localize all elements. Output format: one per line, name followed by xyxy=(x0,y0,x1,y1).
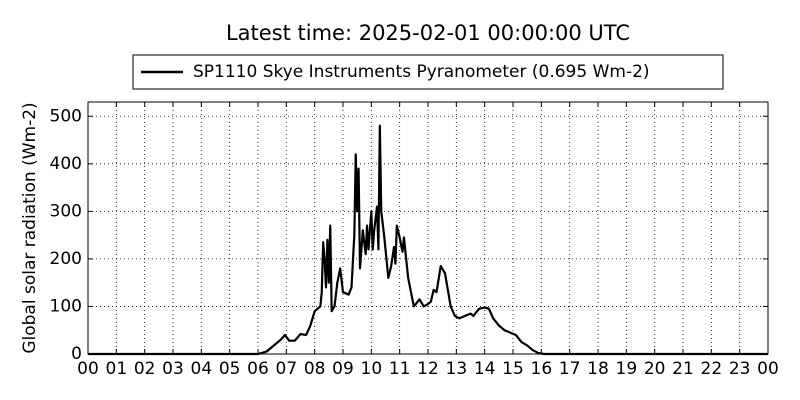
x-tick-label: 12 xyxy=(417,359,439,379)
plot-frame xyxy=(87,101,769,355)
x-tick-label: 02 xyxy=(134,359,156,379)
x-tick-label: 13 xyxy=(446,359,468,379)
x-tick-label: 08 xyxy=(304,359,326,379)
x-tick-label: 09 xyxy=(332,359,354,379)
x-tick-label: 00 xyxy=(77,359,99,379)
y-tick-label: 300 xyxy=(50,201,82,221)
chart-title: Latest time: 2025-02-01 00:00:00 UTC xyxy=(226,21,630,45)
x-tick-label: 05 xyxy=(219,359,241,379)
y-tick-label: 500 xyxy=(50,106,82,126)
y-tick-label: 0 xyxy=(71,344,82,364)
legend-box xyxy=(132,54,724,90)
x-tick-label: 14 xyxy=(474,359,496,379)
y-tick-label: 400 xyxy=(50,154,82,174)
x-tick-label: 20 xyxy=(644,359,666,379)
x-tick-label: 19 xyxy=(616,359,638,379)
x-tick-label: 07 xyxy=(276,359,298,379)
x-tick-label: 01 xyxy=(106,359,128,379)
x-tick-label: 16 xyxy=(531,359,553,379)
x-tick-label: 23 xyxy=(729,359,751,379)
y-tick-label: 100 xyxy=(50,296,82,316)
legend-label: SP1110 Skye Instruments Pyranometer (0.6… xyxy=(193,62,650,82)
data-line xyxy=(88,124,768,356)
y-tick-label: 200 xyxy=(50,249,82,269)
x-tick-label: 18 xyxy=(587,359,609,379)
x-tick-label: 00 xyxy=(757,359,779,379)
x-tick-label: 10 xyxy=(361,359,383,379)
x-tick-label: 11 xyxy=(389,359,411,379)
x-tick-label: 17 xyxy=(559,359,581,379)
x-tick-label: 22 xyxy=(701,359,723,379)
x-tick-label: 21 xyxy=(672,359,694,379)
x-tick-label: 04 xyxy=(191,359,213,379)
x-tick-label: 03 xyxy=(162,359,184,379)
y-axis-label: Global solar radiation (Wm-2) xyxy=(20,102,40,353)
x-tick-label: 06 xyxy=(247,359,269,379)
x-tick-label: 15 xyxy=(502,359,524,379)
